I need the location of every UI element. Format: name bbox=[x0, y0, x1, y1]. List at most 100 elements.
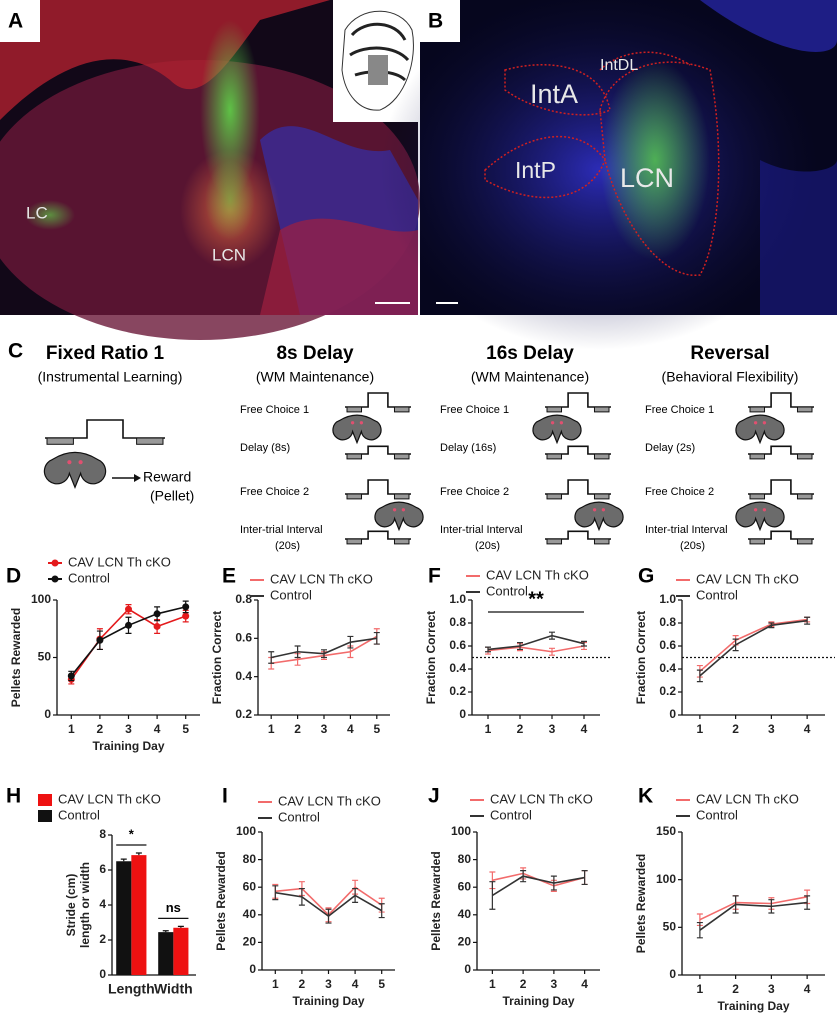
y-tick-label: 80 bbox=[243, 852, 257, 866]
mouse-eye bbox=[762, 421, 767, 425]
lever bbox=[546, 538, 563, 545]
lever bbox=[546, 493, 563, 500]
chamber-outline bbox=[345, 445, 411, 455]
x-tick-label: 2 bbox=[732, 982, 739, 996]
y-tick-label: 50 bbox=[663, 920, 677, 934]
mouse-eye bbox=[78, 460, 83, 465]
chamber-outline bbox=[345, 392, 411, 408]
y-tick-label: 60 bbox=[243, 879, 257, 893]
y-tick-label: 0 bbox=[464, 962, 471, 976]
data-point bbox=[153, 622, 161, 630]
data-point bbox=[182, 612, 190, 620]
lever bbox=[346, 406, 363, 413]
legend-label: CAV LCN Th cKO bbox=[58, 791, 161, 806]
data-point bbox=[125, 621, 132, 629]
x-tick-label: 3 bbox=[125, 722, 132, 736]
legend-label: Control bbox=[696, 587, 738, 602]
y-tick-label: 0.8 bbox=[449, 615, 466, 629]
schematic-subtitle: (Instrumental Learning) bbox=[38, 369, 183, 385]
y-axis-label: Fraction Correct bbox=[634, 611, 648, 704]
step-label: Free Choice 1 bbox=[440, 404, 509, 416]
panel-letter: H bbox=[6, 785, 21, 808]
bar bbox=[158, 932, 174, 975]
lever bbox=[393, 493, 410, 500]
lever bbox=[346, 493, 363, 500]
mouse-eye bbox=[753, 508, 758, 512]
error-bar bbox=[272, 885, 279, 901]
significance-label: ns bbox=[166, 900, 181, 915]
chamber-outline bbox=[748, 530, 814, 540]
error-bar bbox=[696, 669, 703, 683]
data-point bbox=[125, 605, 132, 613]
image-label: IntDL bbox=[600, 57, 638, 74]
error-bar bbox=[135, 852, 142, 856]
step-label: Delay (16s) bbox=[440, 442, 496, 454]
error-bar bbox=[517, 641, 523, 651]
error-bar bbox=[489, 881, 496, 910]
x-tick-label: 3 bbox=[549, 722, 556, 736]
y-axis-label: Pellets Rewarded bbox=[429, 851, 443, 950]
panel-letter: D bbox=[6, 565, 21, 588]
schematic-title: 8s Delay bbox=[276, 343, 354, 364]
error-bar bbox=[804, 616, 811, 625]
lever bbox=[796, 493, 813, 500]
mouse-eye bbox=[753, 421, 758, 425]
chamber-outline bbox=[345, 530, 411, 540]
y-tick-label: 2 bbox=[99, 932, 106, 946]
step-label: Inter-trial Interval bbox=[440, 524, 523, 536]
y-tick-label: 6 bbox=[99, 862, 106, 876]
y-tick-label: 0 bbox=[669, 967, 676, 981]
x-tick-label: 3 bbox=[551, 977, 558, 991]
chamber-outline bbox=[545, 530, 611, 540]
data-point bbox=[96, 636, 104, 644]
legend-label: CAV LCN Th cKO bbox=[696, 571, 799, 586]
error-bar bbox=[804, 895, 811, 910]
panel-letter: A bbox=[8, 10, 23, 33]
x-tick-label: 1 bbox=[268, 722, 275, 736]
significance-label: ** bbox=[528, 588, 544, 610]
y-tick-label: 50 bbox=[38, 650, 52, 664]
mouse-icon bbox=[735, 414, 785, 445]
error-bar bbox=[347, 635, 354, 649]
x-tick-label: 3 bbox=[768, 982, 775, 996]
lever bbox=[593, 538, 610, 545]
panel-letter: K bbox=[638, 785, 653, 808]
y-tick-label: 8 bbox=[99, 827, 106, 841]
chamber-outline bbox=[545, 392, 611, 408]
legend-label: Control bbox=[490, 807, 532, 822]
chamber-outline bbox=[748, 479, 814, 495]
bar bbox=[173, 927, 189, 975]
legend-swatch bbox=[38, 794, 52, 806]
image-label: LCN bbox=[620, 163, 674, 193]
chamber-outline bbox=[545, 479, 611, 495]
error-bar bbox=[485, 646, 491, 653]
x-tick-label: 4 bbox=[804, 982, 811, 996]
mouse-icon bbox=[735, 501, 785, 532]
chamber-outline bbox=[748, 445, 814, 455]
schematic-title: Fixed Ratio 1 bbox=[46, 343, 165, 364]
error-bar bbox=[352, 887, 359, 903]
error-bar bbox=[520, 870, 527, 883]
y-tick-label: 80 bbox=[458, 852, 472, 866]
lever bbox=[749, 406, 766, 413]
mouse-eye bbox=[550, 421, 555, 425]
legend-label: Control bbox=[278, 809, 320, 824]
x-tick-label: Length bbox=[108, 981, 155, 997]
image-label: LC bbox=[26, 203, 48, 222]
legend-label: CAV LCN Th cKO bbox=[696, 791, 799, 806]
lever bbox=[546, 453, 563, 460]
data-point bbox=[182, 603, 190, 611]
error-bar bbox=[732, 638, 739, 652]
x-tick-label: 1 bbox=[697, 722, 704, 736]
mouse-eye bbox=[401, 508, 406, 512]
mouse-icon bbox=[532, 414, 582, 445]
legend-label: Control bbox=[696, 807, 738, 822]
y-tick-label: 0 bbox=[44, 707, 51, 721]
x-tick-label: 2 bbox=[299, 977, 306, 991]
x-tick-label: 1 bbox=[272, 977, 279, 991]
y-tick-label: 0.8 bbox=[659, 615, 676, 629]
significance-label: * bbox=[129, 826, 135, 841]
y-tick-label: 100 bbox=[236, 824, 256, 838]
y-tick-label: 0.2 bbox=[235, 707, 252, 721]
